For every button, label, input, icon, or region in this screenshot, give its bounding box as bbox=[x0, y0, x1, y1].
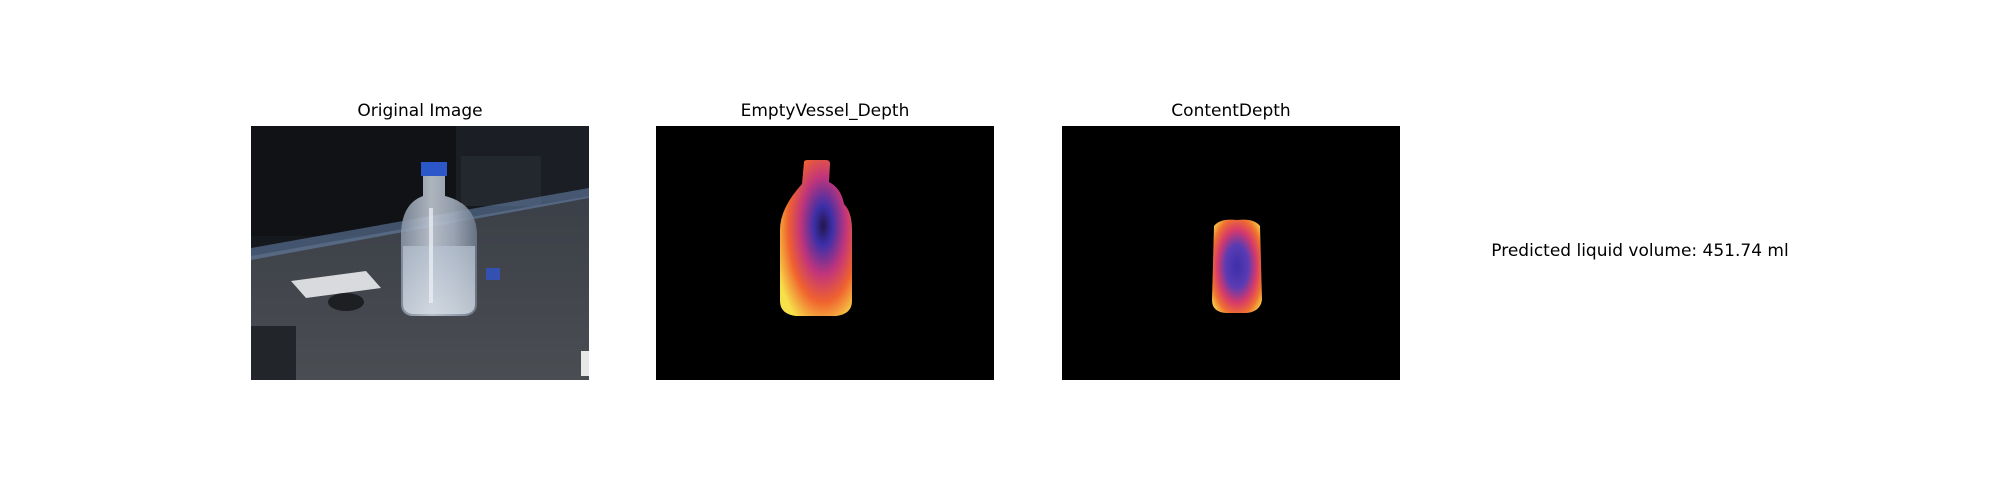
original-image-title: Original Image bbox=[357, 101, 483, 121]
predicted-volume-text: Predicted liquid volume: 451.74 ml bbox=[1491, 241, 1789, 261]
empty-vessel-depth-map bbox=[656, 126, 994, 380]
content-depth-map bbox=[1062, 126, 1400, 380]
empty-vessel-depth-panel bbox=[656, 126, 994, 380]
empty-vessel-depth-title: EmptyVessel_Depth bbox=[740, 101, 910, 121]
original-image-panel bbox=[251, 126, 589, 380]
content-depth-title: ContentDepth bbox=[1171, 101, 1291, 121]
content-depth-panel bbox=[1062, 126, 1400, 380]
original-image bbox=[251, 126, 589, 380]
